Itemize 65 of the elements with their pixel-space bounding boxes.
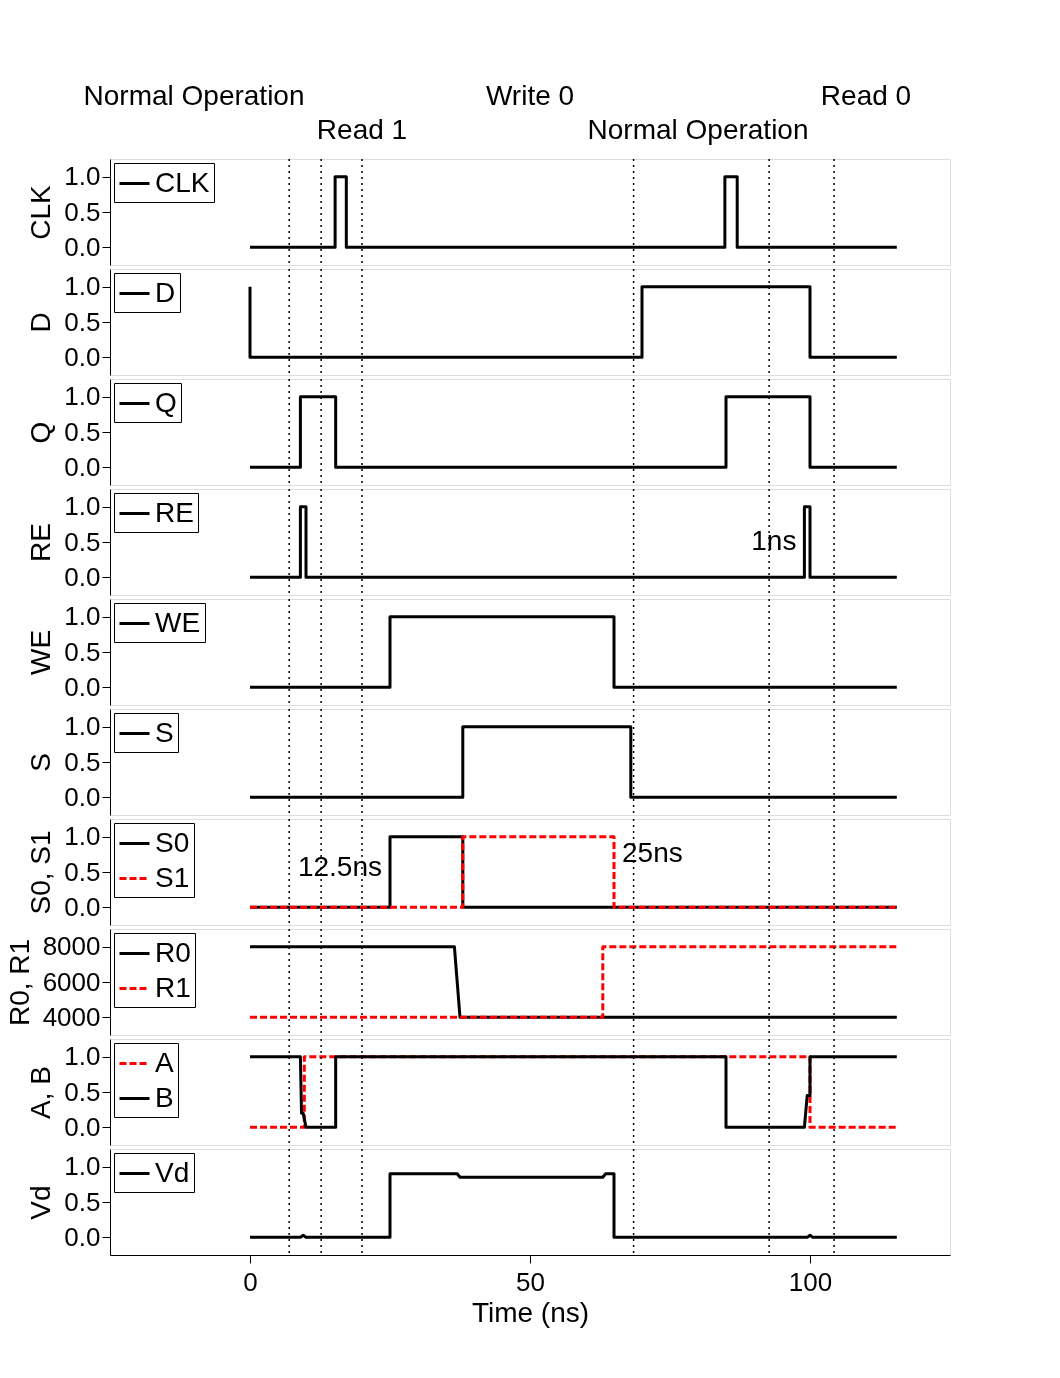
y-tick-label: 1.0 [64,161,101,192]
y-tick-label: 0.5 [64,526,101,557]
legend-label: S1 [155,861,190,893]
y-axis-title: R0, R1 [3,938,35,1027]
legend-label: Vd [155,1156,190,1188]
y-tick-label: 1.0 [64,491,101,522]
legend-label: CLK [155,166,210,198]
y-tick-label: 8000 [42,931,101,962]
legend-label: A [155,1046,174,1078]
y-axis-title: S0, S1 [25,830,57,915]
text: Write 0 [485,80,575,111]
y-tick-label: 0.5 [64,746,101,777]
y-tick-label: 0.5 [64,636,101,667]
y-axis-title: Vd [25,1185,57,1220]
text: Normal Operation [83,80,305,111]
y-axis-title: A, B [25,1066,57,1119]
legend-label: R0 [155,936,191,968]
y-tick-label: 1.0 [64,821,101,852]
text: Read 1 [316,114,408,145]
y-axis-title: WE [25,629,57,676]
y-tick-label: 0.0 [64,1221,101,1252]
y-tick-label: 1.0 [64,1041,101,1072]
y-tick-label: 0.0 [64,671,101,702]
y-axis-title: RE [25,523,57,562]
y-axis-title: S [25,753,57,772]
legend-label: S [155,716,174,748]
y-tick-label: 1.0 [64,271,101,302]
y-tick-label: 0.0 [64,231,101,262]
y-tick-label: 1.0 [64,711,101,742]
y-axis-title: Q [25,421,57,444]
annotation: 1ns [751,525,797,556]
x-tick-label: 0 [243,1266,258,1297]
y-tick-label: 0.0 [64,341,101,372]
y-tick-label: 1.0 [64,601,101,632]
y-tick-label: 0.0 [64,561,101,592]
legend-label: R1 [155,971,191,1003]
y-tick-label: 0.5 [64,306,101,337]
legend-label: RE [155,496,194,528]
y-tick-label: 4000 [42,1001,101,1032]
y-tick-label: 0.0 [64,891,101,922]
y-tick-label: 0.0 [64,451,101,482]
x-tick-label: 100 [788,1266,833,1297]
legend-label: B [155,1081,174,1113]
annotation: 25ns [622,837,683,869]
y-tick-label: 0.5 [64,416,101,447]
y-tick-label: 0.0 [64,1111,101,1142]
y-axis-title: CLK [25,184,57,240]
annotation: 12.5ns [297,851,382,883]
y-tick-label: 6000 [42,966,101,997]
x-axis-title: Time (ns) [471,1296,590,1328]
y-tick-label: 0.5 [64,1186,101,1217]
legend-label: Q [155,386,177,418]
y-tick-label: 0.5 [64,196,101,227]
legend-label: S0 [155,826,190,858]
y-tick-label: 1.0 [64,1151,101,1182]
y-axis-title: D [25,312,57,333]
legend-label: WE [155,606,201,638]
y-tick-label: 0.5 [64,856,101,887]
y-tick-label: 0.0 [64,781,101,812]
y-tick-label: 1.0 [64,381,101,412]
y-tick-label: 0.5 [64,1076,101,1107]
text: Read 0 [820,80,912,111]
text: Normal Operation [587,114,809,145]
x-tick-label: 50 [516,1266,545,1297]
legend-label: D [155,276,176,308]
